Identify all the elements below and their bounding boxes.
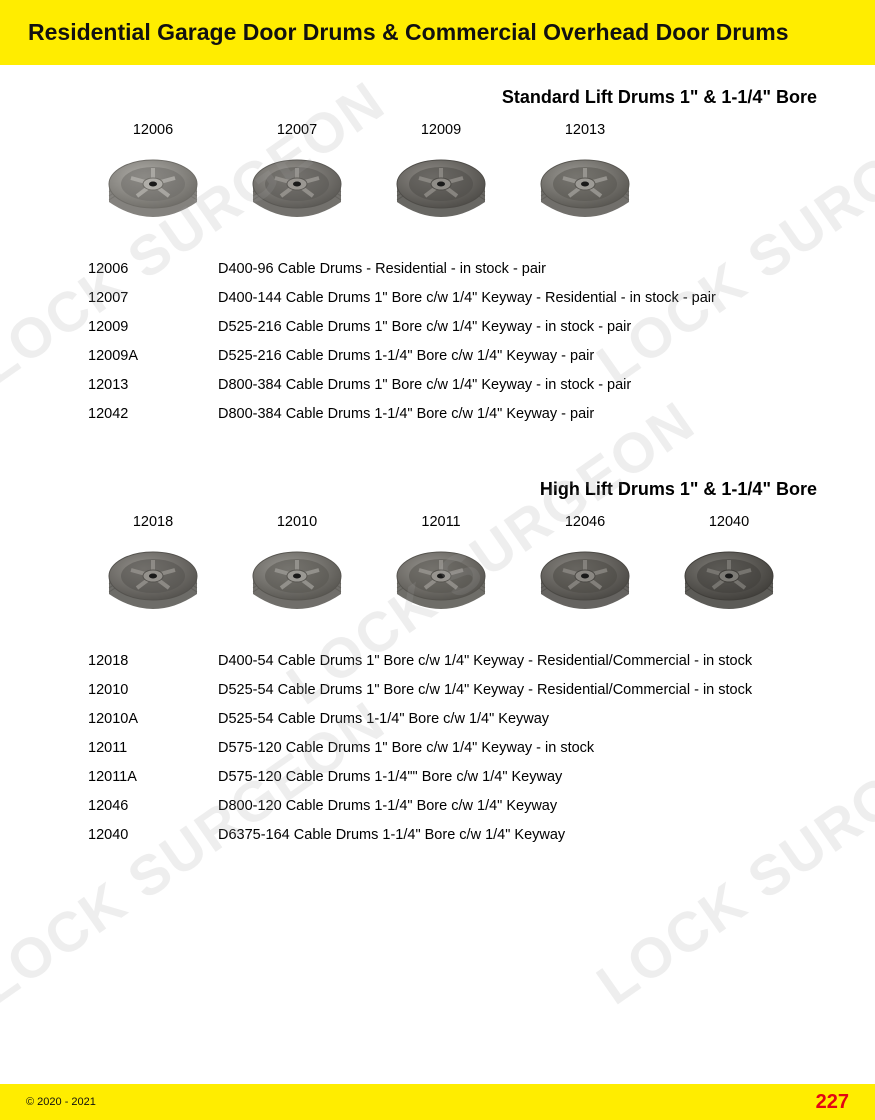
drum-code-label: 12010	[277, 514, 317, 530]
spec-table: 12006D400-96 Cable Drums - Residential -…	[48, 255, 827, 429]
page-number: 227	[816, 1091, 849, 1114]
drum-icon	[93, 536, 213, 621]
section-standard-lift: Standard Lift Drums 1" & 1-1/4" Bore 120…	[48, 87, 827, 429]
spec-code: 12040	[88, 821, 218, 850]
drum-item: 12006	[88, 122, 218, 229]
spec-row: 12042D800-384 Cable Drums 1-1/4" Bore c/…	[88, 400, 827, 429]
drum-code-label: 12011	[421, 514, 460, 530]
spec-table: 12018D400-54 Cable Drums 1" Bore c/w 1/4…	[48, 647, 827, 850]
drum-icon	[237, 536, 357, 621]
drum-image-row: 12006 12007	[48, 122, 827, 229]
drum-icon	[669, 536, 789, 621]
drum-icon	[381, 144, 501, 229]
spec-code: 12006	[88, 255, 218, 284]
spec-row: 12040D6375-164 Cable Drums 1-1/4" Bore c…	[88, 821, 827, 850]
spec-code: 12009A	[88, 342, 218, 371]
spec-description: D525-54 Cable Drums 1-1/4" Bore c/w 1/4"…	[218, 705, 827, 734]
footer-band: © 2020 - 2021 227	[0, 1084, 875, 1120]
drum-icon	[237, 144, 357, 229]
drum-item: 12009	[376, 122, 506, 229]
drum-item: 12018	[88, 514, 218, 621]
drum-code-label: 12006	[133, 122, 173, 138]
page-title: Residential Garage Door Drums & Commerci…	[28, 18, 847, 47]
spec-description: D575-120 Cable Drums 1-1/4"" Bore c/w 1/…	[218, 763, 827, 792]
content-area: Standard Lift Drums 1" & 1-1/4" Bore 120…	[0, 65, 875, 850]
spec-description: D400-54 Cable Drums 1" Bore c/w 1/4" Key…	[218, 647, 827, 676]
drum-code-label: 12040	[709, 514, 749, 530]
spec-code: 12009	[88, 313, 218, 342]
spec-row: 12046D800-120 Cable Drums 1-1/4" Bore c/…	[88, 792, 827, 821]
spec-row: 12009AD525-216 Cable Drums 1-1/4" Bore c…	[88, 342, 827, 371]
spec-code: 12013	[88, 371, 218, 400]
spec-description: D800-384 Cable Drums 1-1/4" Bore c/w 1/4…	[218, 400, 827, 429]
spec-description: D525-54 Cable Drums 1" Bore c/w 1/4" Key…	[218, 676, 827, 705]
spec-description: D800-384 Cable Drums 1" Bore c/w 1/4" Ke…	[218, 371, 827, 400]
spec-code: 12011A	[88, 763, 218, 792]
spec-code: 12010	[88, 676, 218, 705]
drum-icon	[525, 536, 645, 621]
spec-description: D6375-164 Cable Drums 1-1/4" Bore c/w 1/…	[218, 821, 827, 850]
spec-description: D400-144 Cable Drums 1" Bore c/w 1/4" Ke…	[218, 284, 827, 313]
spec-row: 12010D525-54 Cable Drums 1" Bore c/w 1/4…	[88, 676, 827, 705]
spec-code: 12007	[88, 284, 218, 313]
spec-description: D525-216 Cable Drums 1" Bore c/w 1/4" Ke…	[218, 313, 827, 342]
spec-row: 12011D575-120 Cable Drums 1" Bore c/w 1/…	[88, 734, 827, 763]
spec-description: D575-120 Cable Drums 1" Bore c/w 1/4" Ke…	[218, 734, 827, 763]
header-band: Residential Garage Door Drums & Commerci…	[0, 0, 875, 65]
drum-image-row: 12018 12010	[48, 514, 827, 621]
drum-code-label: 12007	[277, 122, 317, 138]
spec-row: 12013D800-384 Cable Drums 1" Bore c/w 1/…	[88, 371, 827, 400]
drum-item: 12046	[520, 514, 650, 621]
drum-icon	[93, 144, 213, 229]
spec-code: 12010A	[88, 705, 218, 734]
spec-code: 12046	[88, 792, 218, 821]
spec-row: 12010AD525-54 Cable Drums 1-1/4" Bore c/…	[88, 705, 827, 734]
drum-code-label: 12018	[133, 514, 173, 530]
drum-code-label: 12046	[565, 514, 605, 530]
section-title: High Lift Drums 1" & 1-1/4" Bore	[48, 479, 827, 500]
drum-item: 12011	[376, 514, 506, 621]
spec-row: 12007D400-144 Cable Drums 1" Bore c/w 1/…	[88, 284, 827, 313]
spec-row: 12009D525-216 Cable Drums 1" Bore c/w 1/…	[88, 313, 827, 342]
spec-description: D800-120 Cable Drums 1-1/4" Bore c/w 1/4…	[218, 792, 827, 821]
drum-code-label: 12013	[565, 122, 605, 138]
spec-code: 12011	[88, 734, 218, 763]
drum-item: 12040	[664, 514, 794, 621]
spec-row: 12006D400-96 Cable Drums - Residential -…	[88, 255, 827, 284]
spec-code: 12042	[88, 400, 218, 429]
spec-description: D525-216 Cable Drums 1-1/4" Bore c/w 1/4…	[218, 342, 827, 371]
drum-icon	[381, 536, 501, 621]
drum-item: 12010	[232, 514, 362, 621]
section-high-lift: High Lift Drums 1" & 1-1/4" Bore 12018 1…	[48, 479, 827, 850]
spec-row: 12018D400-54 Cable Drums 1" Bore c/w 1/4…	[88, 647, 827, 676]
spec-code: 12018	[88, 647, 218, 676]
section-title: Standard Lift Drums 1" & 1-1/4" Bore	[48, 87, 827, 108]
drum-code-label: 12009	[421, 122, 461, 138]
spec-description: D400-96 Cable Drums - Residential - in s…	[218, 255, 827, 284]
drum-icon	[525, 144, 645, 229]
spec-row: 12011AD575-120 Cable Drums 1-1/4"" Bore …	[88, 763, 827, 792]
drum-item: 12007	[232, 122, 362, 229]
copyright-text: © 2020 - 2021	[26, 1096, 96, 1108]
drum-item: 12013	[520, 122, 650, 229]
